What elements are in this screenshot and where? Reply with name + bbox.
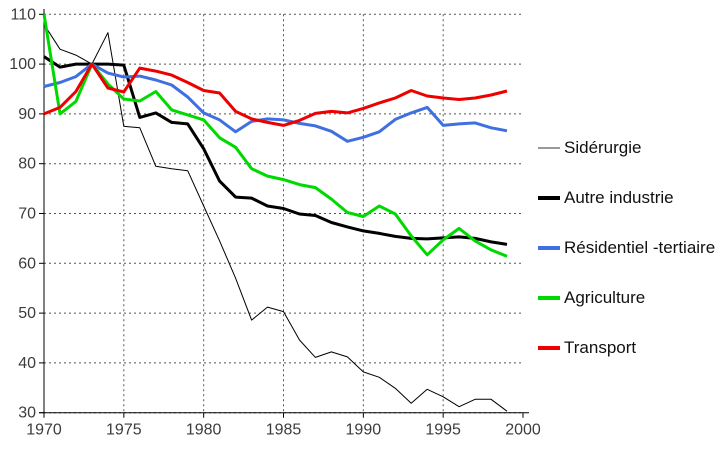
x-tick-label-1975: 1975 xyxy=(106,422,142,439)
x-tick-label-1970: 1970 xyxy=(26,422,62,439)
legend-label: Autre industrie xyxy=(564,188,674,207)
y-tick-label-100: 100 xyxy=(9,56,36,73)
legend-label: Transport xyxy=(564,338,637,357)
legend-line-sample-agriculture xyxy=(538,296,560,300)
x-tick-label-2000: 2000 xyxy=(505,422,541,439)
legend-label: Agriculture xyxy=(564,288,646,307)
y-tick-label-80: 80 xyxy=(18,156,36,173)
y-tick-label-30: 30 xyxy=(18,405,36,422)
legend-item-autre-industrie: Autre industrie xyxy=(538,173,726,223)
legend-item-siderurgie: Sidérurgie xyxy=(538,123,726,173)
legend-line-sample-transport xyxy=(538,346,560,350)
x-tick-label-1990: 1990 xyxy=(346,422,382,439)
y-tick-label-60: 60 xyxy=(18,255,36,272)
legend-label: Sidérurgie xyxy=(564,138,642,157)
chart-legend: Sidérurgie Autre industrie Résidentiel -… xyxy=(538,123,726,373)
legend-item-transport: Transport xyxy=(538,323,726,373)
series-line-transport xyxy=(43,62,508,127)
series-line-sid-rurgie xyxy=(43,24,508,412)
legend-item-agriculture: Agriculture xyxy=(538,273,726,323)
legend-line-sample-residentiel-tertiaire xyxy=(538,246,560,250)
legend-label: Résidentiel -tertiaire xyxy=(564,238,716,257)
y-tick-label-50: 50 xyxy=(18,305,36,322)
y-tick-label-40: 40 xyxy=(18,355,36,372)
series-line-agriculture xyxy=(42,14,508,258)
x-tick-label-1995: 1995 xyxy=(425,422,461,439)
y-tick-label-110: 110 xyxy=(10,6,36,23)
series-line-r-sidentiel-tertiaire xyxy=(43,62,508,143)
legend-line-sample-siderurgie xyxy=(538,147,560,149)
x-tick-label-1980: 1980 xyxy=(186,422,222,439)
legend-item-residentiel-tertiaire: Résidentiel -tertiaire xyxy=(538,223,726,273)
x-tick-label-1985: 1985 xyxy=(266,422,302,439)
y-tick-label-70: 70 xyxy=(18,206,36,223)
legend-line-sample-autre-industrie xyxy=(538,196,560,200)
y-tick-label-90: 90 xyxy=(18,106,36,123)
series-line-autre-industrie xyxy=(43,55,508,246)
